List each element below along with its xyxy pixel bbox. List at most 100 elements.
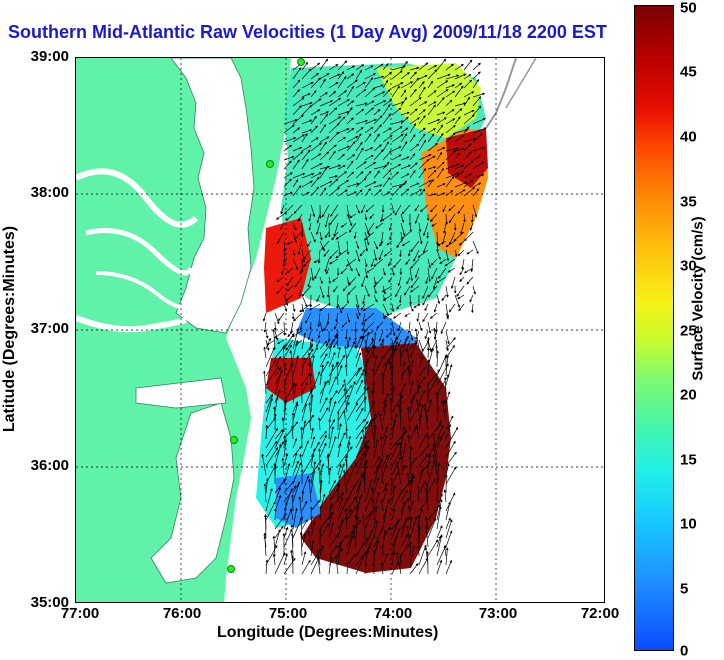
x-axis-label: Longitude (Degrees:Minutes) — [217, 624, 438, 642]
colorbar-tick: 40 — [680, 129, 697, 146]
velocity-arrow — [435, 304, 438, 312]
velocity-arrow — [374, 383, 375, 394]
velocity-arrow — [437, 355, 447, 376]
velocity-arrow — [473, 286, 475, 294]
velocity-arrow — [460, 277, 464, 282]
velocity-arrow — [457, 286, 464, 296]
xtick-label: 76:00 — [163, 605, 201, 622]
velocity-arrow — [266, 331, 268, 338]
ytick-label: 37:00 — [31, 320, 69, 337]
velocity-arrow — [392, 346, 393, 367]
new-jersey-coast — [486, 58, 516, 128]
y-axis-label: Latitude (Degrees:Minutes) — [1, 209, 19, 449]
velocity-arrow — [459, 304, 464, 311]
velocity-arrow — [329, 295, 330, 306]
colorbar-tick: 45 — [680, 64, 697, 81]
colorbar-tick: 50 — [680, 0, 697, 17]
velocity-arrow — [442, 295, 446, 300]
velocity-arrow — [446, 502, 450, 520]
velocity-arrow — [265, 322, 266, 332]
velocity-arrow — [428, 348, 429, 358]
colorbar-tick: 0 — [680, 643, 688, 660]
velocity-arrow — [274, 536, 275, 556]
velocity-arrow — [275, 313, 279, 324]
velocity-arrow — [264, 313, 266, 321]
xtick-label: 75:00 — [269, 605, 307, 622]
velocity-arrow — [437, 546, 446, 565]
velocity-arrow — [423, 313, 428, 322]
velocity-arrow — [428, 232, 429, 238]
velocity-arrow — [266, 546, 277, 565]
velocity-arrow — [473, 72, 480, 79]
velocity-arrow — [473, 63, 480, 70]
velocity-arrow — [419, 322, 422, 330]
velocity-arrow — [284, 558, 295, 574]
velocity-arrow — [275, 530, 280, 547]
velocity-arrow — [311, 322, 312, 330]
velocity-arrow — [275, 553, 285, 574]
velocity-arrow — [467, 277, 473, 284]
velocity-arrow — [417, 313, 419, 321]
velocity-arrow — [473, 241, 478, 254]
velocity-arrow — [425, 331, 428, 339]
velocity-arrow — [302, 552, 305, 565]
velocity-arrow — [446, 561, 452, 575]
velocity-arrow — [302, 560, 310, 574]
velocity-arrow — [401, 555, 402, 565]
map-panel — [75, 57, 605, 603]
velocity-arrow — [462, 259, 464, 269]
velocity-arrow — [284, 530, 292, 548]
ytick-label: 38:00 — [31, 184, 69, 201]
velocity-arrow — [428, 322, 430, 333]
velocity-arrow — [274, 329, 275, 349]
velocity-arrow — [284, 304, 287, 311]
velocity-arrow — [452, 277, 455, 288]
colorbar-label: Surface Velocity (cm/s) — [690, 199, 707, 399]
velocity-arrow — [437, 346, 438, 358]
velocity-arrow — [431, 313, 438, 318]
velocity-arrow — [467, 250, 473, 254]
velocity-arrow — [275, 509, 276, 520]
colorbar-tick: 5 — [680, 581, 688, 598]
velocity-arrow — [266, 560, 267, 574]
velocity-arrow — [464, 60, 472, 70]
velocity-arrow — [449, 304, 455, 312]
velocity-arrow — [394, 313, 401, 318]
station-marker — [231, 437, 238, 444]
velocity-arrow — [278, 313, 284, 321]
velocity-arrow — [470, 295, 473, 302]
velocity-arrow — [392, 371, 393, 394]
ytick-label: 39:00 — [31, 48, 69, 65]
velocity-arrow — [446, 338, 455, 349]
velocity-arrow — [302, 427, 303, 448]
colorbar-tick: 15 — [680, 452, 697, 469]
velocity-arrow — [437, 560, 442, 574]
velocity-arrow — [428, 338, 429, 349]
velocity-arrow — [455, 295, 459, 307]
velocity-arrow — [428, 540, 438, 556]
velocity-arrow — [311, 387, 312, 403]
velocity-arrow — [446, 520, 452, 538]
velocity-arrow — [446, 493, 455, 511]
velocity-arrow — [437, 295, 439, 304]
colorbar — [634, 5, 674, 651]
station-marker — [267, 161, 274, 168]
velocity-arrow — [302, 304, 303, 312]
velocity-arrow — [472, 304, 473, 312]
velocity-arrow — [293, 495, 294, 511]
velocity-map — [76, 58, 605, 603]
velocity-arrow — [472, 259, 473, 272]
velocity-arrow — [284, 554, 287, 565]
velocity-arrow — [446, 286, 448, 297]
colorbar-tick: 10 — [680, 516, 697, 533]
velocity-arrow — [446, 548, 447, 565]
velocity-arrow — [311, 558, 319, 574]
new-jersey-coast-2 — [506, 58, 536, 108]
velocity-arrow — [264, 371, 266, 394]
xtick-label: 72:00 — [581, 605, 619, 622]
velocity-arrow — [284, 322, 285, 335]
xtick-label: 77:00 — [61, 605, 99, 622]
map-title: Southern Mid-Atlantic Raw Velocities (1 … — [8, 22, 607, 43]
xtick-label: 73:00 — [479, 605, 517, 622]
ytick-label: 36:00 — [31, 457, 69, 474]
